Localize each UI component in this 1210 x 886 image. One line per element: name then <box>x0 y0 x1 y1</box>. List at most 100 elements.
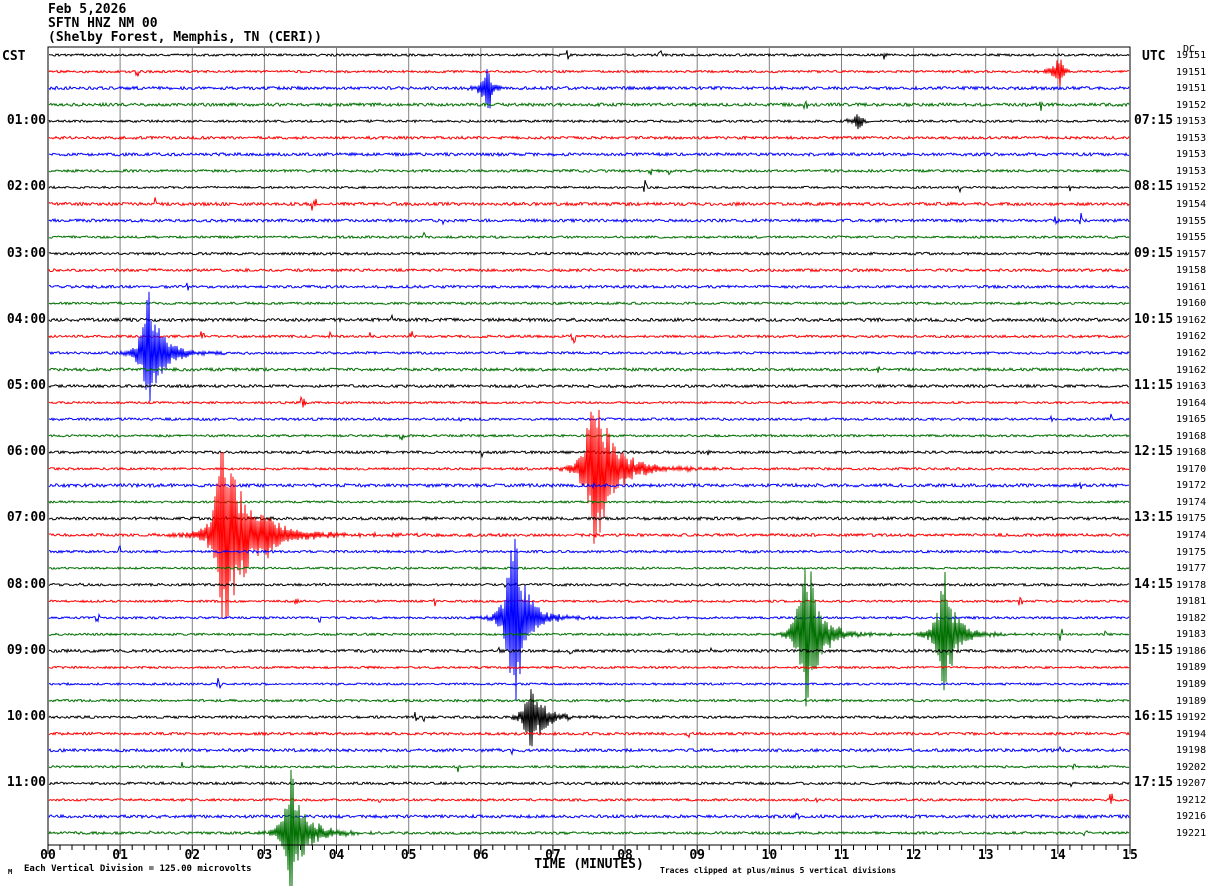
dc-value: 19155 <box>1176 232 1207 244</box>
dc-value: 19189 <box>1176 679 1207 690</box>
dc-value: 19152 <box>1176 99 1207 111</box>
dc-value: 19170 <box>1176 463 1207 475</box>
dc-value: 19165 <box>1176 414 1207 426</box>
x-axis-title: TIME (MINUTES) <box>534 857 644 872</box>
seismo-trace <box>48 267 1130 273</box>
seismo-trace <box>48 582 1130 589</box>
seismo-trace <box>48 413 1130 423</box>
dc-value: 19151 <box>1176 66 1207 78</box>
dc-value: 19172 <box>1176 480 1207 492</box>
utc-hour-label: 17:15 <box>1134 775 1174 791</box>
seismo-trace <box>49 49 1130 60</box>
seismo-trace <box>48 538 1130 701</box>
dc-value: 19164 <box>1176 397 1207 409</box>
clip-note: Traces clipped at plus/minus 5 vertical … <box>660 866 897 875</box>
cst-hour-label: 10:00 <box>6 709 46 725</box>
seismo-trace <box>48 135 1130 141</box>
dc-value: 19160 <box>1176 298 1207 310</box>
seismo-trace <box>48 698 1130 703</box>
seismo-trace <box>48 366 1130 373</box>
x-tick-label: 13 <box>977 848 994 863</box>
seismo-trace <box>48 300 1130 306</box>
plot-frame <box>47 46 1131 846</box>
x-tick-label: 07 <box>545 848 561 863</box>
dc-value: 19183 <box>1176 629 1207 641</box>
seismo-trace <box>48 499 1130 504</box>
utc-hour-label: 16:15 <box>1134 709 1174 725</box>
dc-value: 19198 <box>1176 745 1207 757</box>
dc-value: 19153 <box>1176 149 1207 161</box>
utc-hour-label: 09:15 <box>1134 245 1174 261</box>
seismo-trace <box>48 745 1130 756</box>
dc-value: 19177 <box>1176 563 1207 575</box>
dc-value: 19216 <box>1176 811 1207 823</box>
seismo-trace <box>48 99 1130 111</box>
seismo-trace <box>48 151 1130 158</box>
dc-value: 19162 <box>1176 314 1207 326</box>
seismo-trace <box>48 569 1130 707</box>
cst-hour-label: 11:00 <box>6 775 46 791</box>
seismo-trace <box>48 330 1130 345</box>
cst-hour-label: 03:00 <box>6 245 46 261</box>
seismo-trace <box>48 291 1130 402</box>
dc-value: 19161 <box>1176 281 1207 293</box>
dc-value: 19157 <box>1176 248 1207 260</box>
x-tick-label: 14 <box>1050 848 1066 863</box>
cst-hour-label: 01:00 <box>6 113 46 129</box>
dc-value: 19178 <box>1176 579 1207 591</box>
logo-mark: M <box>8 868 13 876</box>
cst-hour-label: 07:00 <box>6 510 46 526</box>
utc-hour-label: 12:15 <box>1134 444 1174 460</box>
x-tick-label: 11 <box>833 848 850 863</box>
seismo-trace <box>48 180 1130 194</box>
dc-value: 19221 <box>1176 827 1207 839</box>
utc-hour-label: 07:15 <box>1134 113 1174 129</box>
x-tick-label: 02 <box>184 848 201 863</box>
seismo-trace <box>48 779 1130 788</box>
x-tick-label: 15 <box>1122 848 1138 863</box>
seismo-trace <box>48 566 1130 571</box>
dc-value: 19174 <box>1176 496 1207 508</box>
seismo-trace <box>48 409 1130 544</box>
utc-hour-label: 10:15 <box>1134 311 1174 327</box>
seismo-trace <box>48 515 1130 522</box>
seismo-trace <box>48 452 1130 618</box>
dc-value: 19181 <box>1176 596 1207 608</box>
dc-value: 19186 <box>1176 645 1207 657</box>
dc-value: 19189 <box>1176 662 1207 674</box>
utc-hour-label: 14:15 <box>1134 576 1174 592</box>
dc-value: 19153 <box>1176 116 1207 128</box>
utc-hour-label: 13:15 <box>1134 510 1174 526</box>
cst-hour-label: 09:00 <box>6 642 46 658</box>
cst-hour-label: 08:00 <box>6 576 46 592</box>
dc-value: 19202 <box>1176 761 1207 773</box>
header-location: (Shelby Forest, Memphis, TN (CERI)) <box>48 30 322 45</box>
x-tick-label: 01 <box>112 848 128 863</box>
seismo-trace <box>48 677 1130 689</box>
utc-hour-label: 08:15 <box>1134 179 1174 195</box>
dc-value: 19154 <box>1176 198 1207 210</box>
dc-value: 19155 <box>1176 215 1207 227</box>
dc-value: 19182 <box>1176 612 1207 624</box>
utc-hour-label: 11:15 <box>1134 378 1174 394</box>
x-tick-label: 10 <box>761 848 778 863</box>
seismo-trace <box>48 69 1130 109</box>
seismo-trace <box>48 197 1130 211</box>
scale-note: Each Vertical Division = 125.00 microvol… <box>24 864 252 874</box>
left-timezone-label: CST <box>2 49 26 64</box>
cst-hour-label: 04:00 <box>6 311 46 327</box>
dc-value: 19152 <box>1176 182 1207 194</box>
dc-value: 19151 <box>1176 83 1207 95</box>
dc-value: 19175 <box>1176 513 1207 525</box>
dc-value: 19163 <box>1176 381 1207 393</box>
dc-value: 19207 <box>1176 778 1207 790</box>
seismo-trace <box>48 231 1130 240</box>
dc-value: 19212 <box>1176 794 1207 806</box>
seismo-trace <box>48 114 1130 130</box>
seismo-trace <box>48 168 1130 176</box>
x-tick-label: 09 <box>689 848 706 863</box>
right-timezone-label: UTC <box>1142 49 1166 64</box>
seismo-trace <box>48 769 1130 886</box>
